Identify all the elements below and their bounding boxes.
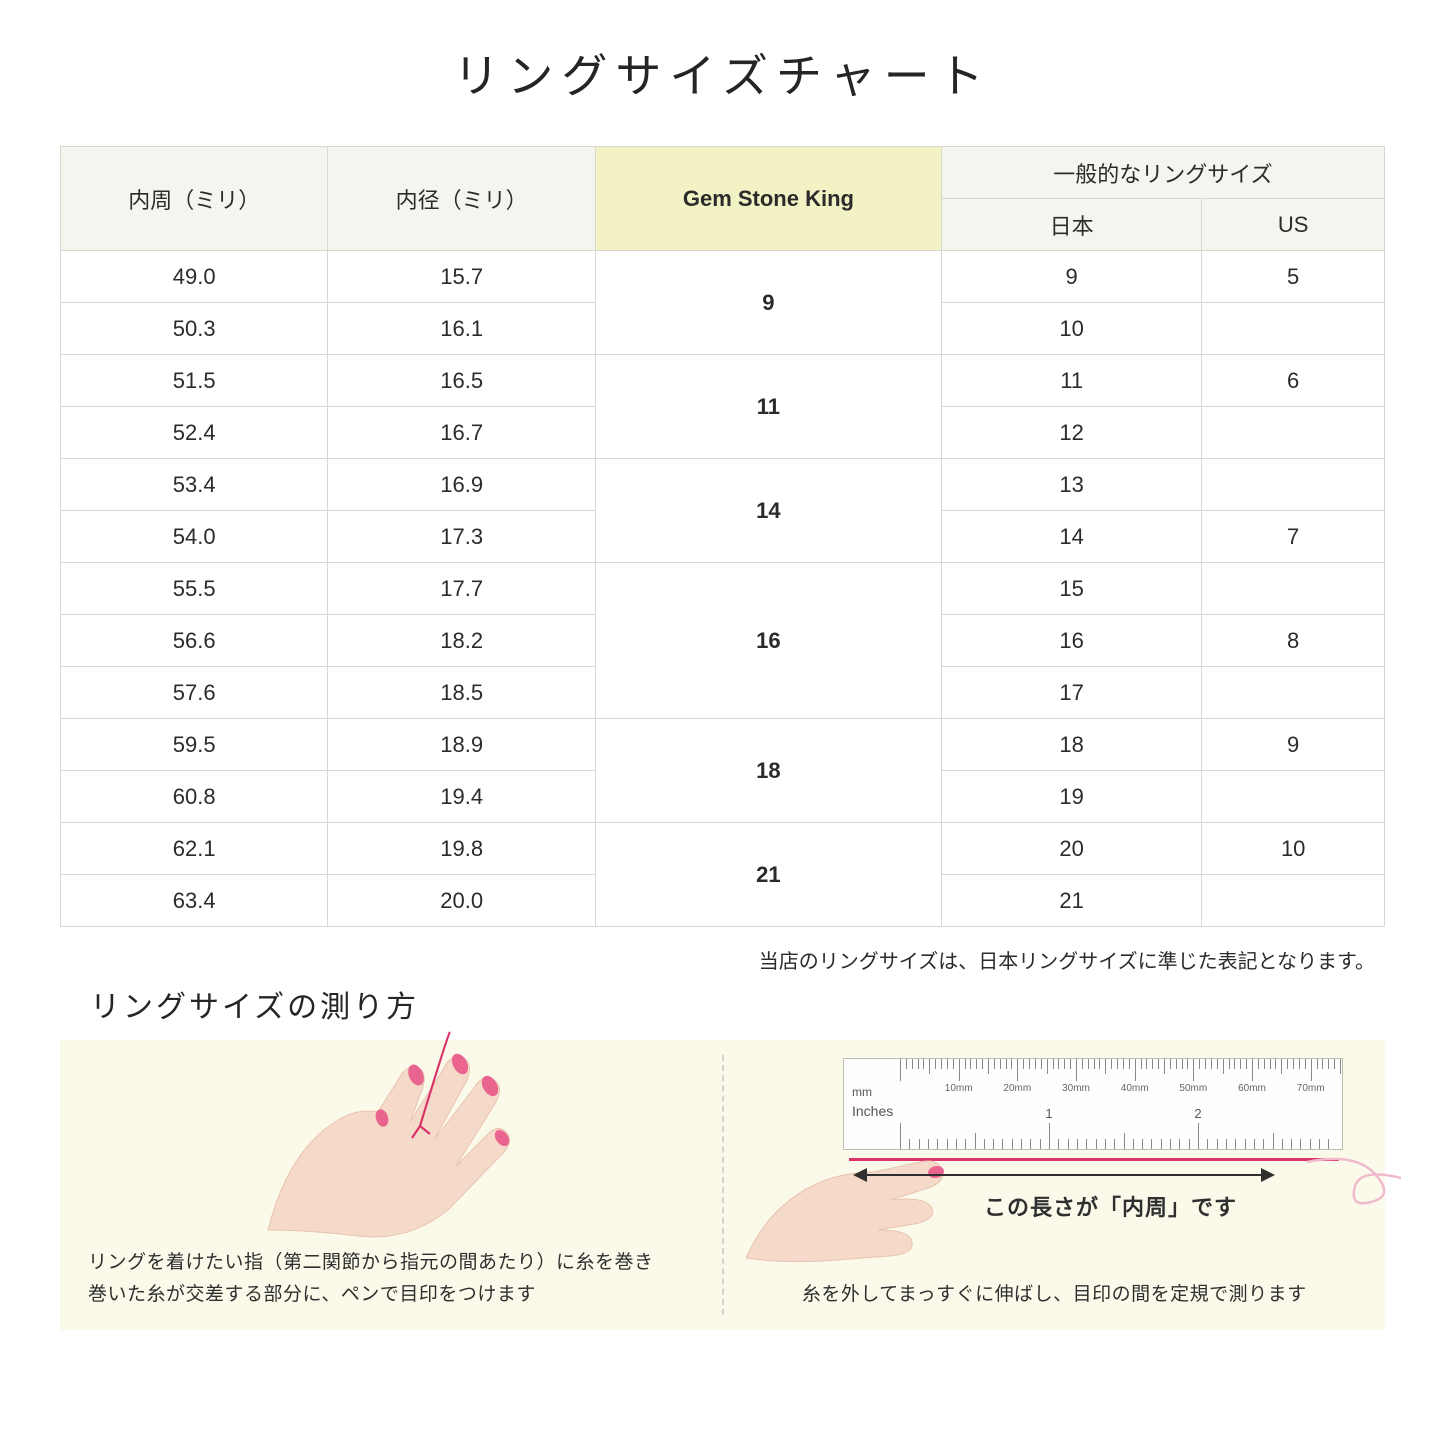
size-chart-table: 内周（ミリ） 内径（ミリ） Gem Stone King 一般的なリングサイズ … (60, 146, 1385, 927)
header-gsk: Gem Stone King (595, 147, 941, 251)
left-instruction-text: リングを着けたい指（第二関節から指元の間あたり）に糸を巻き 巻いた糸が交差する部… (88, 1247, 694, 1310)
footnote: 当店のリングサイズは、日本リングサイズに準じた表記となります。 (60, 945, 1385, 974)
thread-curl (1305, 1150, 1405, 1220)
measurement-arrow (855, 1174, 1273, 1176)
header-diameter: 内径（ミリ） (328, 147, 595, 251)
table-row: 59.518.918189 (61, 719, 1385, 771)
table-row: 53.416.91413 (61, 459, 1385, 511)
table-row: 49.015.7995 (61, 251, 1385, 303)
hand-wrap-illustration (248, 1030, 558, 1250)
header-general: 一般的なリングサイズ (941, 147, 1384, 199)
page-title: リングサイズチャート (60, 40, 1385, 106)
instructions-container: リングを着けたい指（第二関節から指元の間あたり）に糸を巻き 巻いた糸が交差する部… (60, 1040, 1385, 1330)
table-row: 55.517.71615 (61, 563, 1385, 615)
table-row: 62.119.8212010 (61, 823, 1385, 875)
header-us: US (1202, 199, 1385, 251)
header-jp: 日本 (941, 199, 1201, 251)
right-instruction-text: 糸を外してまっすぐに伸ばし、目印の間を定規で測ります (752, 1279, 1358, 1310)
table-row: 51.516.511116 (61, 355, 1385, 407)
howto-title: リングサイズの測り方 (90, 982, 1385, 1026)
instruction-panel-right: mm Inches 10mm20mm30mm40mm50mm60mm70mm 1… (724, 1040, 1386, 1330)
arrow-label: この長さが「内周」です (984, 1190, 1237, 1222)
instruction-panel-left: リングを着けたい指（第二関節から指元の間あたり）に糸を巻き 巻いた糸が交差する部… (60, 1040, 722, 1330)
header-circumference: 内周（ミリ） (61, 147, 328, 251)
hand-measure-illustration (746, 1118, 956, 1268)
